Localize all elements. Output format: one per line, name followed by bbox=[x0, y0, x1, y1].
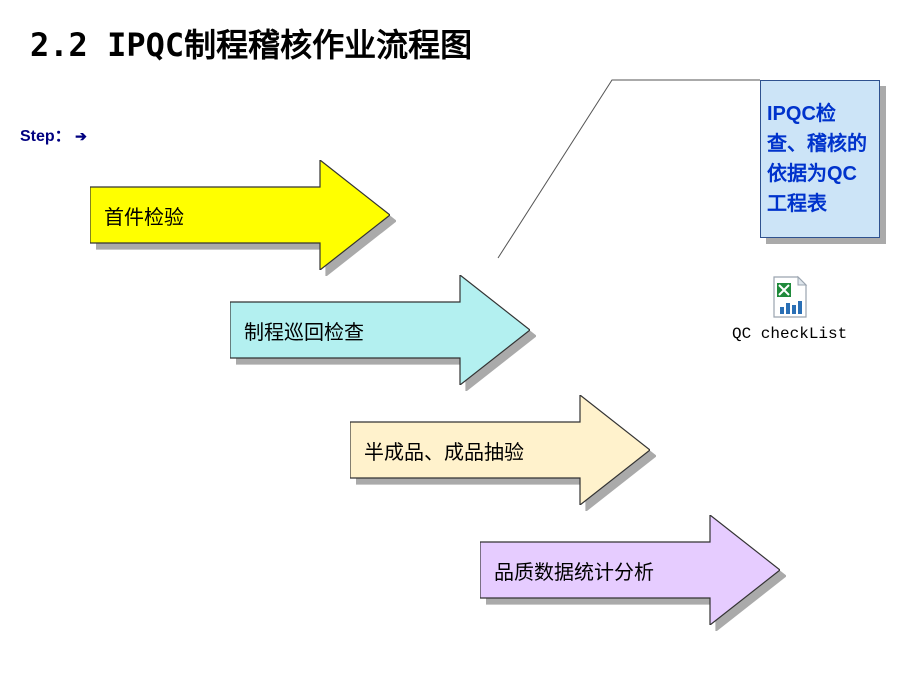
flow-step-2-label: 制程巡回检查 bbox=[230, 275, 530, 385]
flow-step-4: 品质数据统计分析 bbox=[480, 515, 780, 625]
flow-step-2: 制程巡回检查 bbox=[230, 275, 530, 385]
flow-step-4-label: 品质数据统计分析 bbox=[480, 515, 780, 625]
file-label: QC checkList bbox=[732, 325, 847, 343]
flow-step-3-label: 半成品、成品抽验 bbox=[350, 395, 650, 505]
callout-box: IPQC检查、稽核的依据为QC工程表 bbox=[760, 80, 880, 238]
flow-step-1: 首件检验 bbox=[90, 160, 390, 270]
callout-text: IPQC检查、稽核的依据为QC工程表 bbox=[767, 99, 873, 219]
flow-step-3: 半成品、成品抽验 bbox=[350, 395, 650, 505]
file-attachment[interactable]: QC checkList bbox=[732, 275, 847, 343]
flow-step-1-label: 首件检验 bbox=[90, 160, 390, 270]
excel-file-icon bbox=[768, 275, 812, 319]
